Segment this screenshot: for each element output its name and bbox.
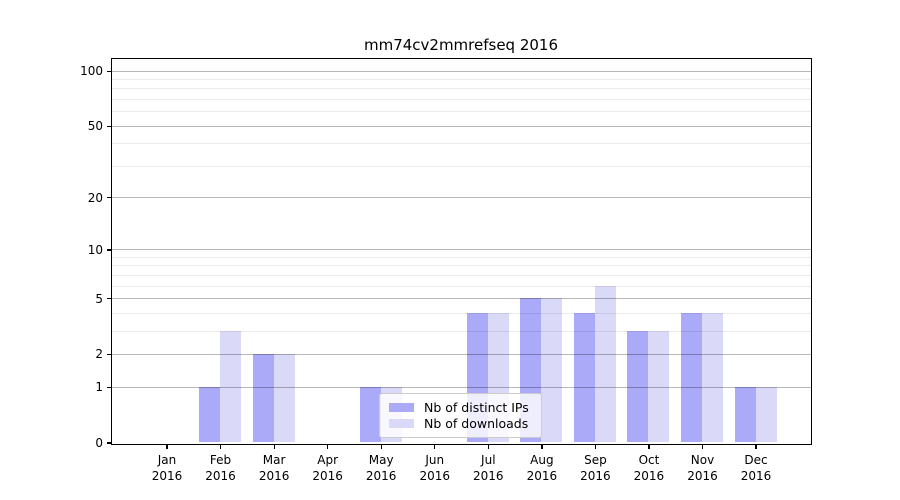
legend: Nb of distinct IPs Nb of downloads	[379, 393, 542, 438]
minor-gridline-6	[111, 285, 811, 287]
minor-gridline-9	[111, 257, 811, 258]
minor-gridline-30	[111, 165, 811, 167]
bar-downloads-oct	[648, 330, 670, 443]
y-tick-label-100: 100	[80, 64, 103, 79]
y-tick-10	[106, 249, 111, 251]
y-tick-2	[106, 353, 111, 356]
bar-distinct-ips-feb	[199, 386, 221, 443]
x-tick-label-mar: Mar 2016	[258, 453, 290, 483]
y-tick-label-5: 5	[95, 291, 103, 306]
x-tick-oct	[648, 444, 650, 449]
legend-entry-downloads: Nb of downloads	[389, 416, 533, 431]
x-tick-jan	[166, 444, 168, 449]
major-gridline-20	[111, 197, 811, 199]
x-tick-jul	[487, 444, 489, 449]
x-tick-label-apr: Apr 2016	[312, 453, 343, 483]
legend-swatch-downloads	[389, 419, 414, 428]
legend-label-distinct-ips: Nb of distinct IPs	[424, 400, 529, 415]
x-tick-apr	[327, 444, 329, 449]
minor-gridline-3	[111, 330, 811, 332]
y-tick-label-2: 2	[95, 347, 103, 362]
x-tick-label-jul: Jul 2016	[473, 453, 504, 483]
minor-gridline-90	[111, 79, 811, 81]
plot-area	[110, 57, 812, 445]
major-gridline-1	[111, 386, 811, 388]
y-tick-label-50: 50	[87, 119, 103, 134]
y-tick-20	[106, 197, 111, 199]
major-gridline-100	[111, 70, 811, 72]
legend-entry-distinct-ips: Nb of distinct IPs	[389, 400, 533, 415]
minor-gridline-4	[111, 312, 811, 314]
x-tick-may	[380, 444, 382, 449]
minor-gridline-70	[111, 99, 811, 101]
bar-distinct-ips-mar	[252, 353, 274, 443]
y-tick-5	[106, 298, 111, 300]
minor-gridline-7	[111, 274, 811, 276]
chart-title: mm74cv2mmrefseq 2016	[363, 36, 559, 54]
bar-downloads-sep	[594, 285, 616, 443]
x-tick-label-jan: Jan 2016	[151, 453, 183, 483]
y-tick-label-20: 20	[87, 190, 103, 205]
x-tick-label-nov: Nov 2016	[687, 453, 718, 483]
x-tick-dec	[755, 444, 757, 449]
x-tick-label-dec: Dec 2016	[740, 453, 772, 483]
bar-distinct-ips-dec	[734, 386, 756, 443]
x-tick-sep	[594, 444, 597, 449]
bar-distinct-ips-nov	[681, 312, 702, 443]
x-tick-label-oct: Oct 2016	[633, 453, 665, 483]
major-gridline-50	[111, 125, 811, 127]
bar-downloads-mar	[273, 353, 295, 443]
bar-downloads-nov	[702, 312, 723, 443]
major-gridline-10	[111, 249, 811, 251]
major-gridline-5	[111, 298, 811, 300]
x-tick-label-feb: Feb 2016	[205, 453, 236, 483]
y-tick-1	[106, 386, 111, 388]
x-tick-label-jun: Jun 2016	[419, 453, 451, 483]
minor-gridline-40	[111, 143, 811, 145]
y-tick-label-0: 0	[95, 436, 103, 450]
x-tick-label-sep: Sep 2016	[580, 453, 611, 483]
bar-downloads-feb	[220, 330, 242, 443]
y-tick-label-10: 10	[87, 242, 103, 257]
y-tick-100	[106, 70, 111, 72]
x-tick-feb	[219, 444, 222, 449]
minor-gridline-60	[111, 111, 811, 113]
x-tick-mar	[273, 444, 275, 449]
y-tick-0	[106, 442, 111, 444]
major-gridline-2	[111, 353, 811, 355]
minor-gridline-80	[111, 88, 811, 90]
x-tick-label-may: May 2016	[365, 453, 397, 483]
bar-downloads-aug	[541, 298, 563, 443]
bar-distinct-ips-may	[359, 386, 381, 443]
minor-gridline-8	[111, 265, 811, 267]
x-tick-label-aug: Aug 2016	[526, 453, 558, 483]
x-tick-aug	[541, 444, 543, 449]
y-tick-label-1: 1	[95, 380, 103, 395]
x-tick-jun	[434, 444, 436, 449]
legend-swatch-distinct-ips	[389, 403, 414, 412]
bar-distinct-ips-oct	[627, 330, 649, 443]
bar-distinct-ips-sep	[573, 312, 595, 443]
bar-downloads-dec	[755, 386, 777, 443]
legend-label-downloads: Nb of downloads	[424, 416, 529, 431]
x-tick-nov	[701, 444, 704, 449]
y-tick-50	[106, 125, 111, 127]
